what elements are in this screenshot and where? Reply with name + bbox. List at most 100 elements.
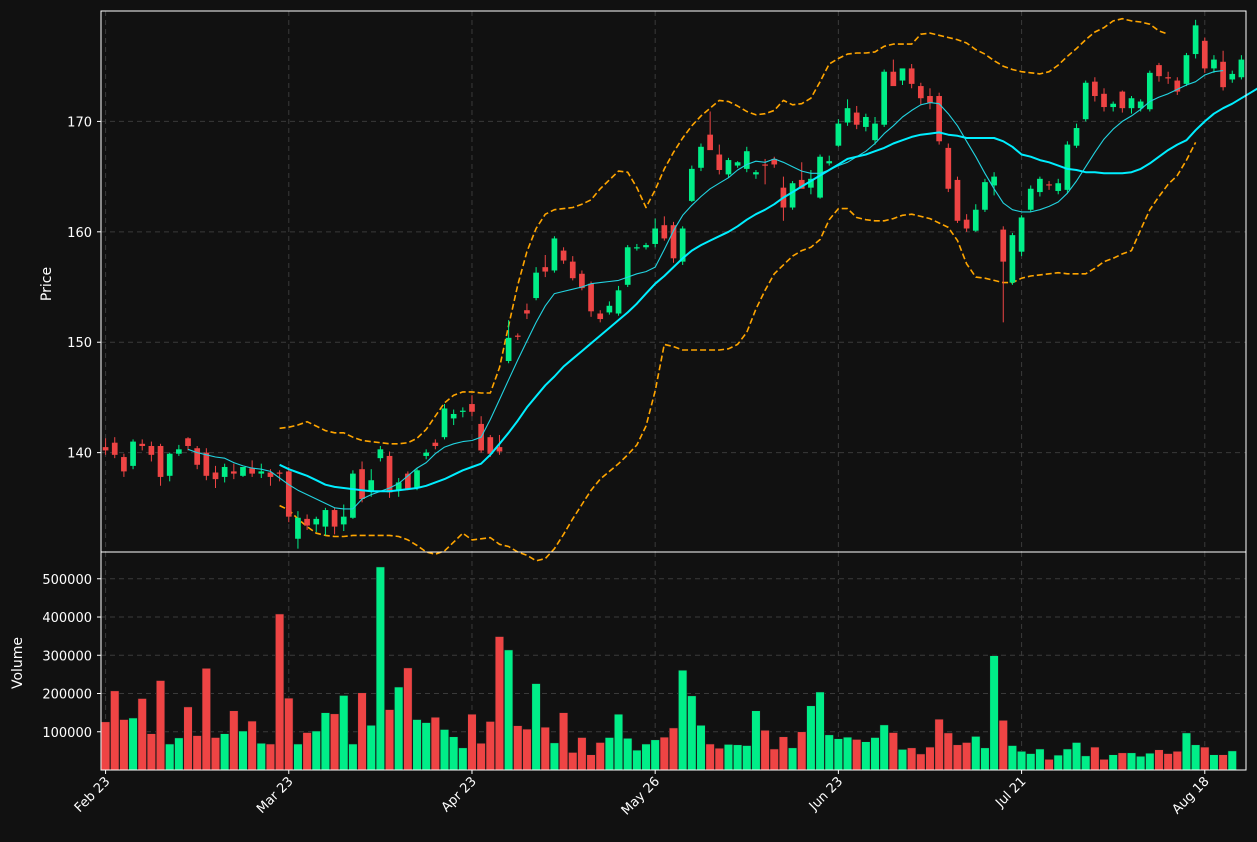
candle	[762, 158, 768, 185]
volume-bar	[577, 737, 587, 771]
volume-bar	[165, 743, 175, 771]
candle-body	[1165, 77, 1171, 79]
candle-body	[1009, 235, 1016, 283]
price-y-tick-label: 160	[67, 226, 92, 241]
bollinger-lower-line	[279, 142, 1197, 562]
candle-body	[304, 518, 310, 526]
candle-body	[698, 146, 704, 168]
candle	[459, 407, 466, 418]
candle	[514, 333, 521, 341]
candle-body	[844, 108, 851, 123]
candle-body	[890, 71, 897, 87]
candle	[725, 157, 732, 178]
candle-body	[908, 68, 915, 84]
candle	[1027, 185, 1034, 212]
candle	[1146, 70, 1153, 112]
volume-bar	[275, 613, 285, 771]
candle	[185, 437, 191, 451]
candle	[1192, 19, 1199, 59]
candle	[743, 146, 750, 173]
bollinger-bands	[279, 17, 1197, 562]
candle-body	[743, 151, 750, 169]
candle	[240, 466, 246, 477]
volume-bar	[1081, 755, 1091, 771]
candle	[542, 255, 549, 278]
candle-body	[853, 112, 860, 125]
candle	[524, 303, 530, 320]
volume-bar	[1227, 750, 1237, 771]
candle-body	[533, 272, 539, 299]
candle	[954, 176, 961, 223]
volume-bar	[1181, 732, 1192, 771]
candle-body	[798, 179, 805, 189]
candle-body	[624, 247, 631, 285]
candle	[230, 463, 237, 480]
volume-bar	[348, 743, 358, 771]
candles	[102, 19, 1245, 549]
candle-body	[734, 162, 741, 166]
candle	[377, 446, 384, 462]
candle-body	[597, 313, 604, 320]
volume-bar	[833, 738, 843, 771]
volume-bar	[861, 741, 871, 771]
candle	[1037, 176, 1043, 197]
volume-bar	[613, 713, 624, 771]
candle-body	[753, 172, 759, 175]
candle	[194, 446, 201, 470]
volume-bar	[1136, 755, 1146, 771]
volume-bars	[100, 566, 1237, 771]
candle-body	[313, 518, 320, 525]
candle-body	[579, 273, 585, 289]
volume-bar	[632, 749, 642, 771]
candle	[753, 169, 759, 179]
candle	[826, 155, 833, 166]
volume-y-tick-label: 100000	[42, 726, 92, 741]
candle-body	[725, 160, 732, 175]
volume-bar	[320, 712, 331, 771]
candle-body	[1220, 61, 1226, 88]
candle	[734, 161, 741, 168]
candle	[624, 245, 631, 288]
candle-body	[945, 147, 952, 189]
price-grid	[101, 11, 1246, 552]
price-y-tick-label: 140	[67, 447, 92, 462]
candle	[698, 143, 704, 172]
volume-bar	[1126, 752, 1137, 771]
volume-bar	[1044, 758, 1054, 771]
volume-bar	[1154, 749, 1164, 771]
candle	[1009, 232, 1016, 285]
candle-body	[1073, 128, 1080, 146]
candle	[670, 221, 677, 263]
candle-body	[1101, 93, 1107, 108]
candle-body	[1229, 73, 1236, 80]
candle-body	[972, 209, 979, 231]
candle-body	[817, 156, 823, 198]
candle	[505, 320, 512, 364]
candle	[395, 478, 402, 497]
candle	[661, 216, 668, 241]
candle	[1073, 123, 1080, 148]
candle	[176, 444, 182, 456]
volume-bar	[430, 716, 440, 771]
candle	[148, 441, 155, 462]
candle-body	[899, 68, 906, 81]
candle	[890, 59, 897, 87]
candle-body	[1110, 103, 1117, 108]
candle-body	[707, 134, 713, 151]
candle	[1110, 101, 1117, 112]
candle	[863, 113, 869, 132]
candle-body	[405, 473, 411, 490]
sma-short-line	[187, 70, 1224, 510]
candle	[1229, 70, 1236, 83]
volume-bar	[549, 742, 560, 771]
candle	[881, 69, 888, 127]
candle	[1183, 52, 1190, 87]
volume-bar	[284, 697, 294, 771]
volume-bar	[879, 724, 889, 771]
candle	[588, 281, 594, 317]
volume-bar	[696, 724, 706, 771]
candle	[322, 507, 329, 536]
candle-body	[221, 466, 228, 477]
candle-body	[1027, 188, 1034, 210]
volume-bar	[888, 732, 898, 771]
